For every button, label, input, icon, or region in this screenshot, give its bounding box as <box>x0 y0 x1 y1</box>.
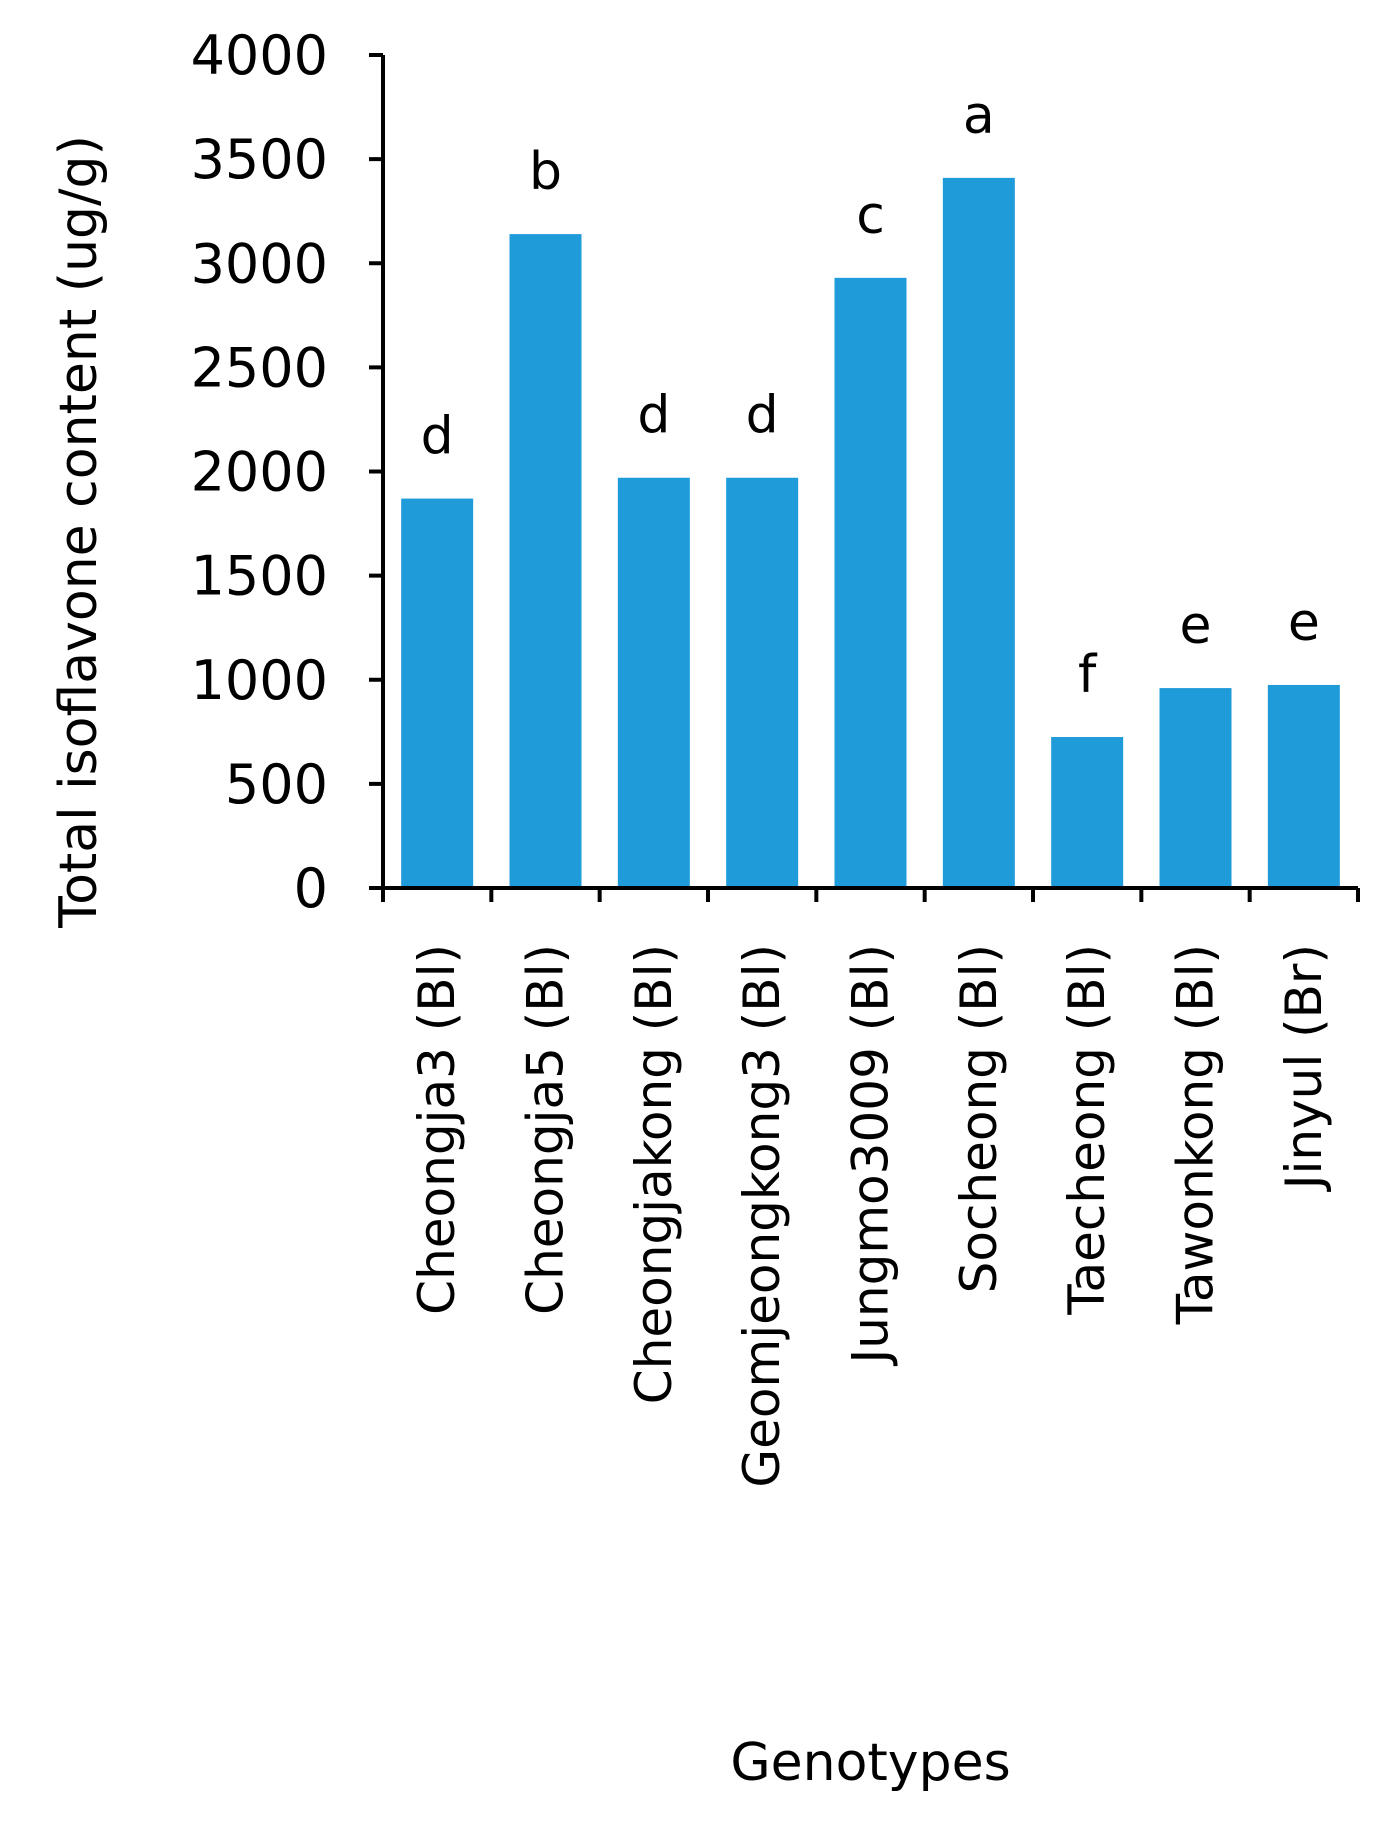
significance-letter-6: a <box>963 86 995 146</box>
y-tick-label-3000: 3000 <box>191 232 328 295</box>
significance-letter-3: d <box>637 386 670 446</box>
x-tick-label-8: Tawonkong (Bl) <box>1167 944 1225 1325</box>
x-tick-label-4: Geomjeongkong3 (Bl) <box>733 944 791 1488</box>
x-axis-title: Genotypes <box>730 1733 1010 1793</box>
y-tick-label-2000: 2000 <box>191 441 328 504</box>
bar-5 <box>834 277 907 888</box>
significance-letter-8: e <box>1180 596 1212 656</box>
y-tick-labels-group: 0 500 1000 1500 2000 2500 3000 3500 4000 <box>191 24 328 920</box>
significance-letter-7: f <box>1078 645 1098 705</box>
bar-9 <box>1267 684 1340 888</box>
bar-3 <box>617 477 690 888</box>
significance-letter-1: d <box>421 407 454 467</box>
bar-1 <box>401 498 474 888</box>
y-tick-label-1000: 1000 <box>191 649 328 712</box>
significance-letter-5: c <box>856 186 885 246</box>
x-tick-label-1: Cheongja3 (Bl) <box>408 944 466 1315</box>
significance-letter-2: b <box>529 142 562 202</box>
x-tick-label-3: Cheongjakong (Bl) <box>625 944 683 1404</box>
y-tick-label-4000: 4000 <box>191 24 328 87</box>
bar-8 <box>1159 688 1232 888</box>
bar-4 <box>726 477 799 888</box>
x-tick-label-5: Jungmo3009 (Bl) <box>842 944 900 1367</box>
x-tick-label-6: Socheong (Bl) <box>950 944 1008 1293</box>
bars-group <box>401 177 1340 889</box>
bar-7 <box>1051 737 1124 888</box>
significance-letters-group: d b d d c a f e e <box>421 86 1320 705</box>
y-tick-label-1500: 1500 <box>191 545 328 608</box>
y-tick-label-500: 500 <box>225 753 328 816</box>
significance-letter-4: d <box>746 386 779 446</box>
x-tick-label-2: Cheongja5 (Bl) <box>517 944 575 1315</box>
bar-2 <box>509 234 582 889</box>
y-tick-label-0: 0 <box>294 857 328 920</box>
bar-6 <box>942 177 1015 888</box>
x-tick-label-7: Taecheong (Bl) <box>1058 944 1116 1316</box>
x-category-labels-group: Cheongja3 (Bl) Cheongja5 (Bl) Cheongjakong… <box>408 944 1333 1488</box>
y-axis-title: Total isoflavone content (ug/g) <box>49 135 109 929</box>
y-tick-label-3500: 3500 <box>191 128 328 191</box>
significance-letter-9: e <box>1288 593 1320 653</box>
x-tick-label-9: Jinyul (Br) <box>1275 944 1333 1192</box>
axes-group <box>369 53 1360 902</box>
y-tick-label-2500: 2500 <box>191 336 328 399</box>
